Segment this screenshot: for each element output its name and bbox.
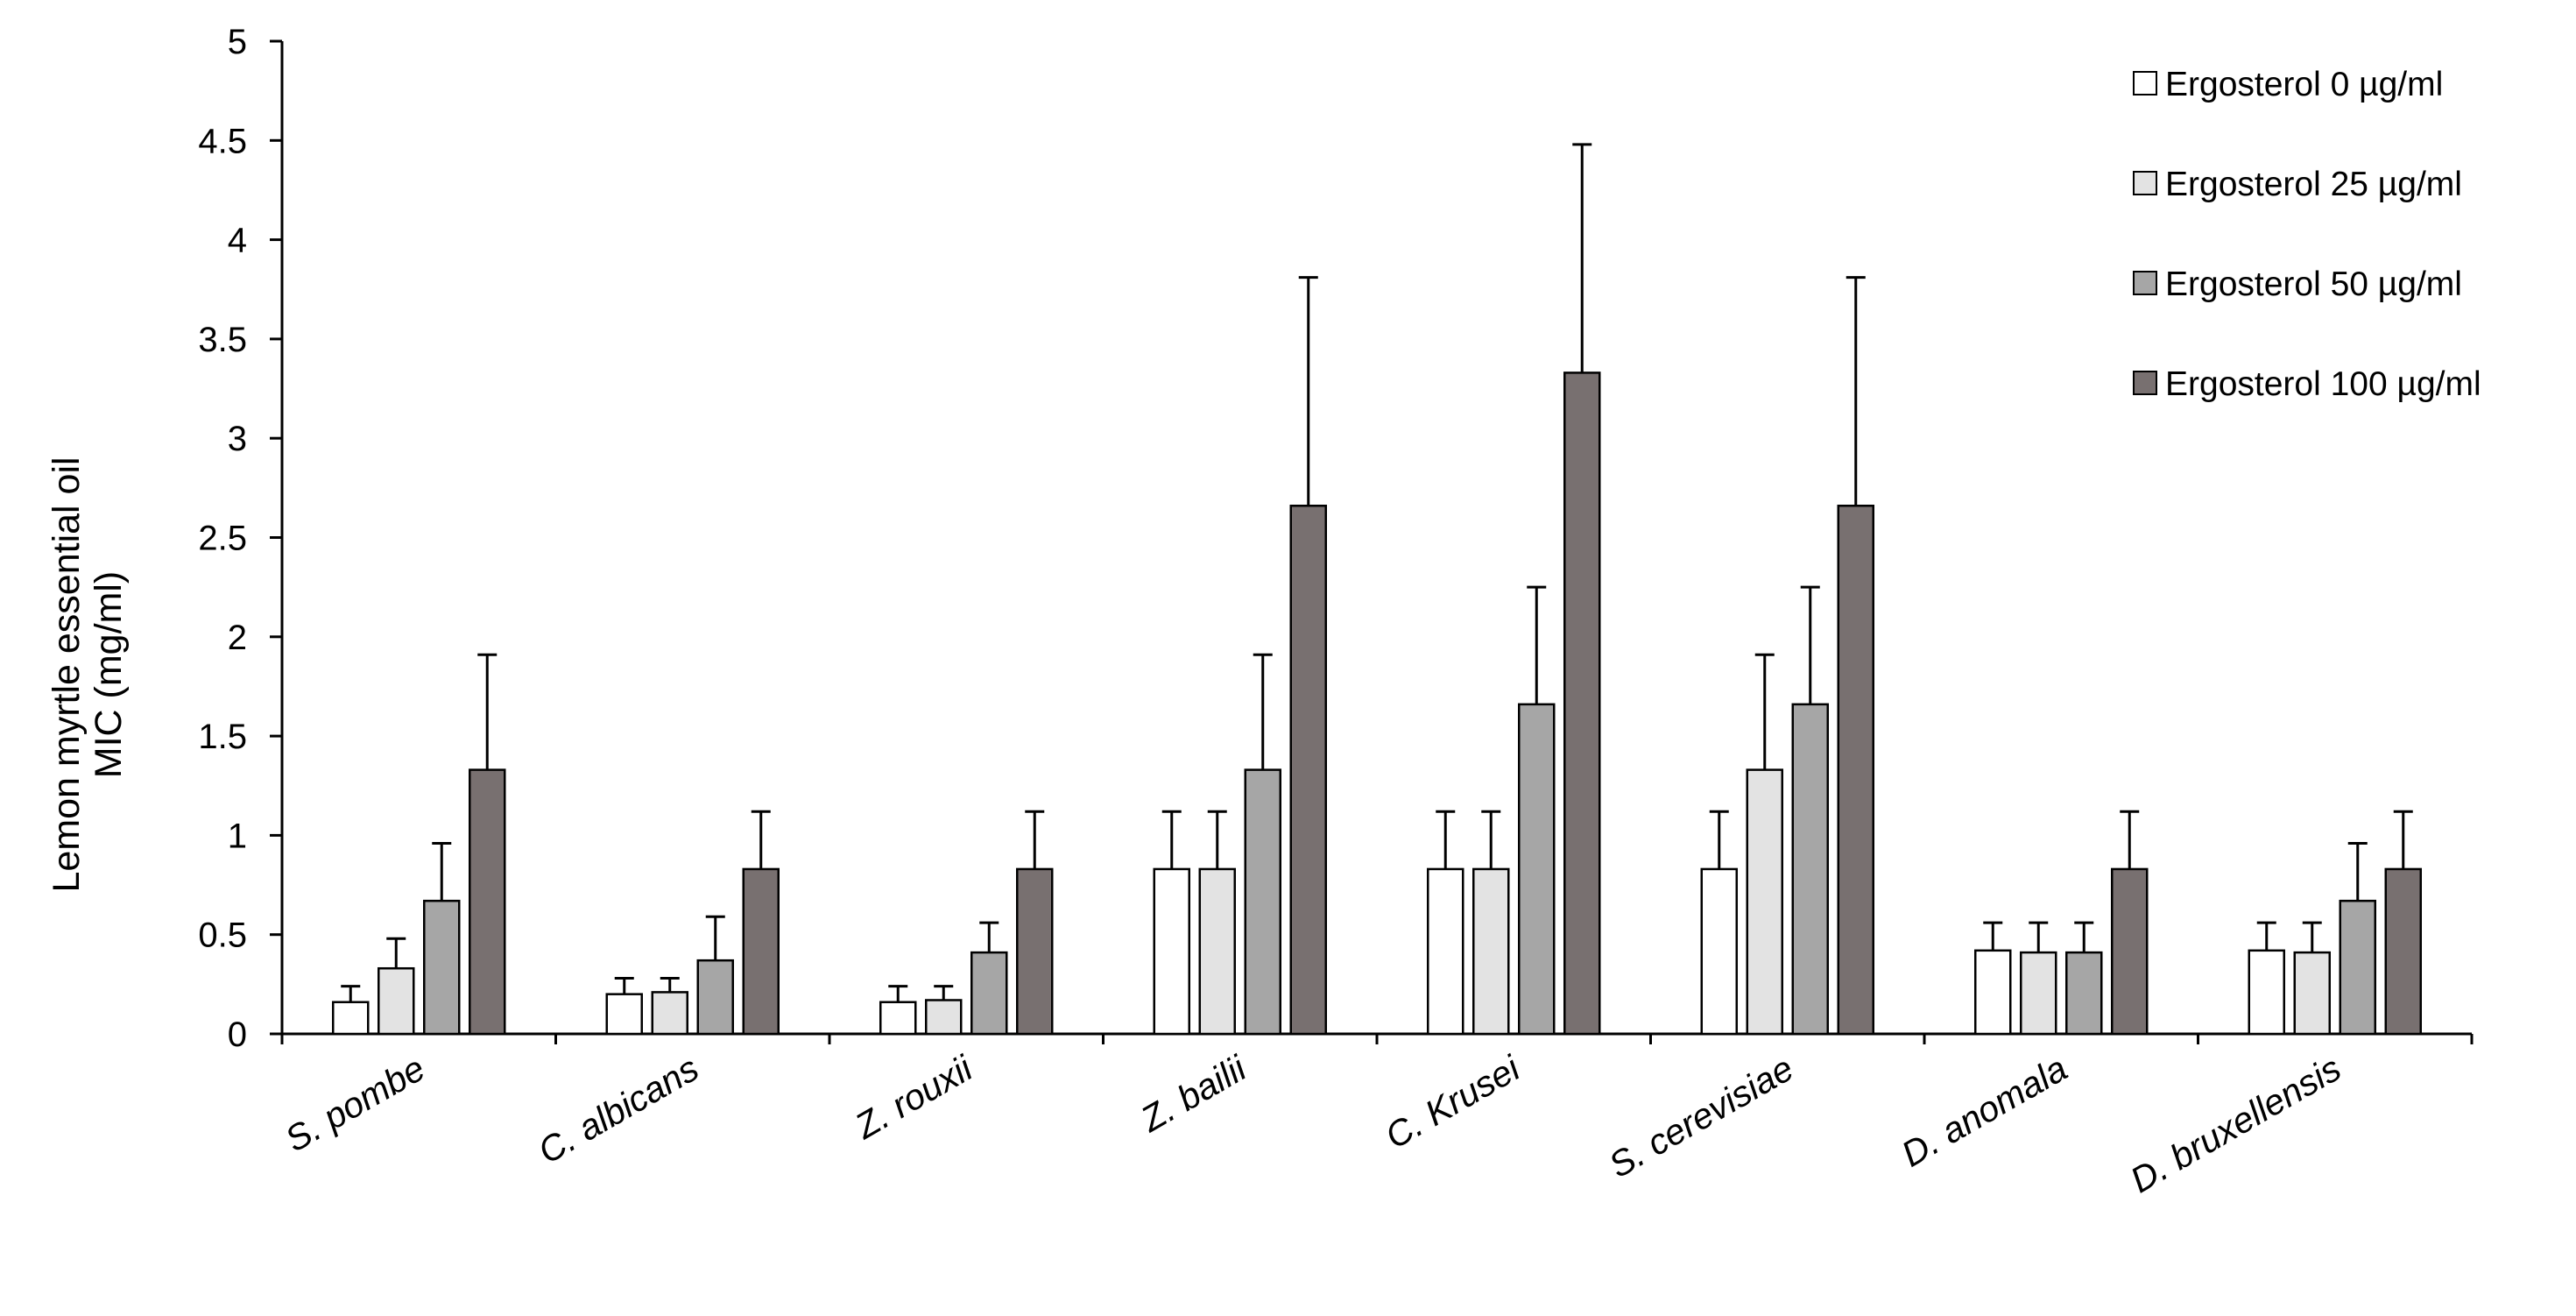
- y-tick-label: 2.5: [198, 520, 247, 558]
- bar: [1289, 504, 1327, 1036]
- legend-label: Ergosterol 0 µg/ml: [2165, 66, 2443, 103]
- bar: [1427, 867, 1464, 1036]
- bar: [2339, 899, 2376, 1036]
- bar: [332, 1001, 370, 1036]
- legend-swatch: [2133, 71, 2157, 96]
- bar: [1472, 867, 1510, 1036]
- y-tick-label: 4: [228, 222, 247, 260]
- legend-label: Ergosterol 50 µg/ml: [2165, 265, 2462, 303]
- bar: [2111, 867, 2149, 1036]
- bar: [1198, 867, 1236, 1036]
- x-category-label: C. albicans: [532, 1048, 706, 1171]
- y-tick-label: 5: [228, 23, 247, 61]
- bar: [2248, 949, 2285, 1036]
- x-category-label: D. bruxellensis: [2123, 1048, 2347, 1200]
- bar: [1700, 867, 1738, 1036]
- bar: [378, 966, 415, 1036]
- y-tick-label: 3.5: [198, 321, 247, 359]
- x-category-labels: S. pombe C. albicans Z. rouxii Z. bailii C. …: [279, 1047, 2347, 1200]
- y-tick-label: 2: [228, 619, 247, 657]
- x-category-label: Z. bailii: [1133, 1047, 1254, 1140]
- x-category-label: C. Krusei: [1379, 1047, 1528, 1157]
- bar: [1244, 768, 1281, 1036]
- legend-swatch: [2133, 271, 2157, 295]
- bar: [742, 867, 780, 1036]
- bar: [1153, 867, 1190, 1036]
- x-category-label: S. pombe: [279, 1048, 432, 1160]
- bar: [1563, 371, 1601, 1036]
- bar: [1518, 703, 1556, 1036]
- y-axis-title: Lemon myrtle essential oil MIC (mg/ml): [46, 456, 130, 892]
- bar: [2065, 951, 2103, 1036]
- y-tick-label: 1: [228, 817, 247, 855]
- x-category-label: D. anomala: [1895, 1048, 2074, 1175]
- y-axis-title-line-1: Lemon myrtle essential oil: [46, 456, 88, 892]
- y-tick-label: 4.5: [198, 122, 247, 160]
- bar: [2020, 951, 2057, 1036]
- x-category-label: Z. rouxii: [848, 1047, 981, 1147]
- legend-swatch: [2133, 371, 2157, 395]
- bar: [2293, 951, 2331, 1036]
- bar: [925, 999, 963, 1036]
- y-tick-labels: 0 0.5 1 1.5 2 2.5 3 3.5 4 4.5 5: [198, 23, 247, 1054]
- bar: [1974, 949, 2012, 1036]
- bar: [423, 899, 461, 1036]
- y-tick-label: 1.5: [198, 718, 247, 756]
- bars: [332, 371, 2422, 1036]
- axes: [270, 39, 2474, 1044]
- bar: [469, 768, 506, 1036]
- y-axis-title-line-2: MIC (mg/ml): [88, 571, 130, 778]
- bar: [970, 951, 1008, 1036]
- bar: [879, 1001, 917, 1036]
- error-bars: [341, 143, 2413, 1002]
- bar: [1791, 703, 1829, 1036]
- legend: Ergosterol 0 µg/ml Ergosterol 25 µg/ml Erg…: [2133, 66, 2481, 403]
- legend-swatch: [2133, 171, 2157, 195]
- bar: [1837, 504, 1874, 1036]
- bar: [651, 991, 688, 1036]
- y-tick-label: 0: [228, 1015, 247, 1054]
- x-category-label: S. cerevisiae: [1602, 1048, 1800, 1185]
- legend-label: Ergosterol 25 µg/ml: [2165, 166, 2462, 203]
- y-tick-label: 0.5: [198, 916, 247, 955]
- legend-label: Ergosterol 100 µg/ml: [2165, 365, 2481, 403]
- bar: [2384, 867, 2422, 1036]
- bar: [1746, 768, 1783, 1036]
- bar: [605, 993, 643, 1036]
- bar: [1016, 867, 1054, 1036]
- y-tick-label: 3: [228, 420, 247, 458]
- bar: [696, 959, 734, 1036]
